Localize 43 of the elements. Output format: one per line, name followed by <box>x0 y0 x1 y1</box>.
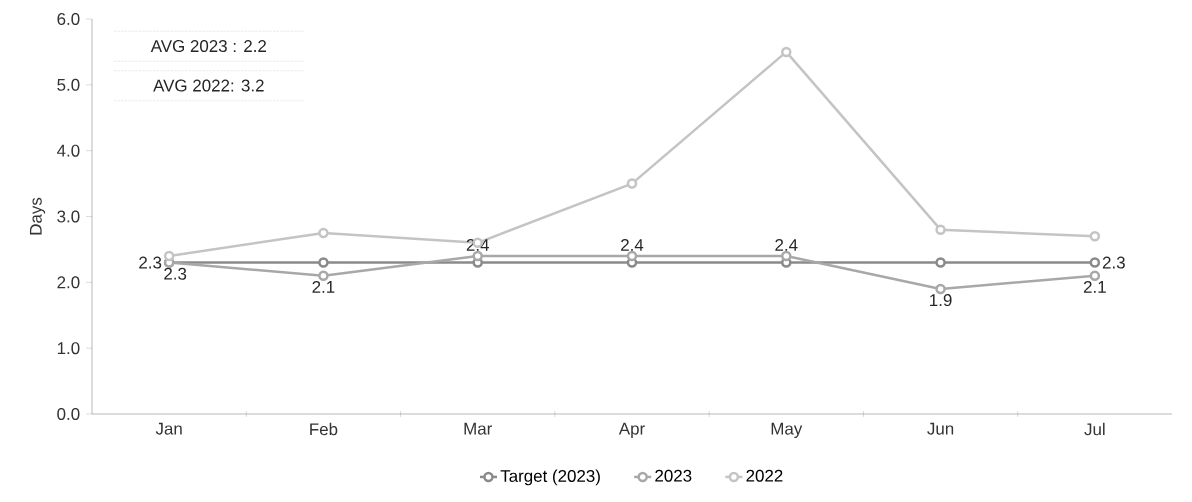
point <box>1089 270 1101 281</box>
x-tick-label: Jul <box>1084 422 1105 436</box>
point <box>318 227 329 239</box>
x-tick-label: Apr <box>618 422 645 439</box>
annotation: AVG 2023 : 2.2 <box>150 40 266 53</box>
legend-label: 2023 <box>655 469 692 482</box>
y-axis-title: Days <box>29 197 46 235</box>
point <box>626 178 638 189</box>
data-label: 2.3 <box>164 267 187 280</box>
y-tick-label: 4.0 <box>57 144 80 157</box>
y-tick-label: 6.0 <box>57 13 80 25</box>
y-tick-label: 5.0 <box>57 78 80 91</box>
point <box>318 270 329 281</box>
data-label: 2.1 <box>1083 280 1106 293</box>
point <box>626 250 638 262</box>
annotation: AVG 2022: 3.2 <box>153 79 264 92</box>
point <box>935 283 946 295</box>
point <box>935 257 946 268</box>
y-tick-label: 3.0 <box>57 210 80 223</box>
y-tick-label: 2.0 <box>57 276 80 289</box>
data-label: 1.9 <box>930 294 952 307</box>
x-tick-label: Jan <box>155 422 182 435</box>
legend-label: Target (2023) <box>500 469 600 486</box>
point <box>1089 231 1101 242</box>
point <box>781 250 792 262</box>
point <box>1089 257 1101 268</box>
legend-label: 2022 <box>746 469 783 482</box>
point <box>935 224 946 235</box>
y-tick-label: 0.0 <box>57 408 80 420</box>
data-label: 2.1 <box>312 280 335 293</box>
data-label: 2.4 <box>775 238 798 251</box>
data-label: 2.3 <box>1102 256 1125 269</box>
x-tick-label: Feb <box>310 422 338 436</box>
x-tick-label: Jun <box>927 422 954 435</box>
x-tick-label: Mar <box>464 422 493 435</box>
data-label: 2.4 <box>621 238 644 251</box>
point <box>318 257 329 268</box>
point <box>781 46 792 58</box>
x-tick-label: May <box>771 422 803 439</box>
y-tick-label: 1.0 <box>57 342 80 355</box>
point <box>472 250 483 262</box>
data-label: 2.3 <box>139 256 162 269</box>
point <box>163 250 175 262</box>
